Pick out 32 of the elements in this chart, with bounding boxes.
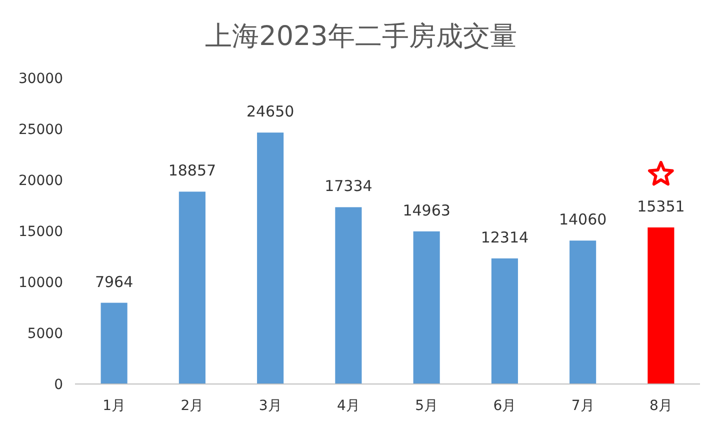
data-label: 24650	[246, 102, 294, 121]
data-label: 14963	[402, 201, 450, 220]
x-tick-label: 4月	[336, 398, 360, 414]
bar	[648, 227, 674, 384]
y-tick-label: 15000	[18, 224, 63, 240]
x-tick-label: 8月	[649, 398, 672, 414]
bar	[100, 302, 128, 384]
x-tick-label: 5月	[415, 398, 438, 414]
bar	[491, 258, 518, 384]
data-label: 15351	[637, 197, 685, 216]
chart-title: 上海2023年二手房成交量	[205, 21, 517, 52]
y-tick-label: 20000	[18, 173, 63, 189]
y-tick-label: 30000	[18, 71, 63, 87]
data-label: 12314	[480, 228, 529, 246]
bar	[413, 231, 440, 384]
x-tick-label: 1月	[102, 398, 126, 414]
y-tick-label: 10000	[18, 275, 63, 291]
x-tick-label: 7月	[571, 398, 594, 414]
bar	[257, 132, 284, 384]
y-tick-label: 25000	[18, 122, 63, 138]
data-label: 14060	[558, 210, 607, 229]
y-tick-label: 5000	[27, 326, 63, 342]
data-label: 18857	[168, 162, 216, 180]
data-label: 7964	[94, 272, 134, 291]
y-tick-label: 0	[54, 377, 63, 393]
bar	[178, 192, 206, 384]
x-tick-label: 2月	[180, 398, 204, 414]
bar	[335, 207, 362, 384]
x-tick-label: 3月	[258, 398, 282, 414]
data-label: 17334	[324, 177, 372, 196]
x-tick-label: 6月	[493, 398, 516, 414]
bar	[570, 240, 596, 384]
